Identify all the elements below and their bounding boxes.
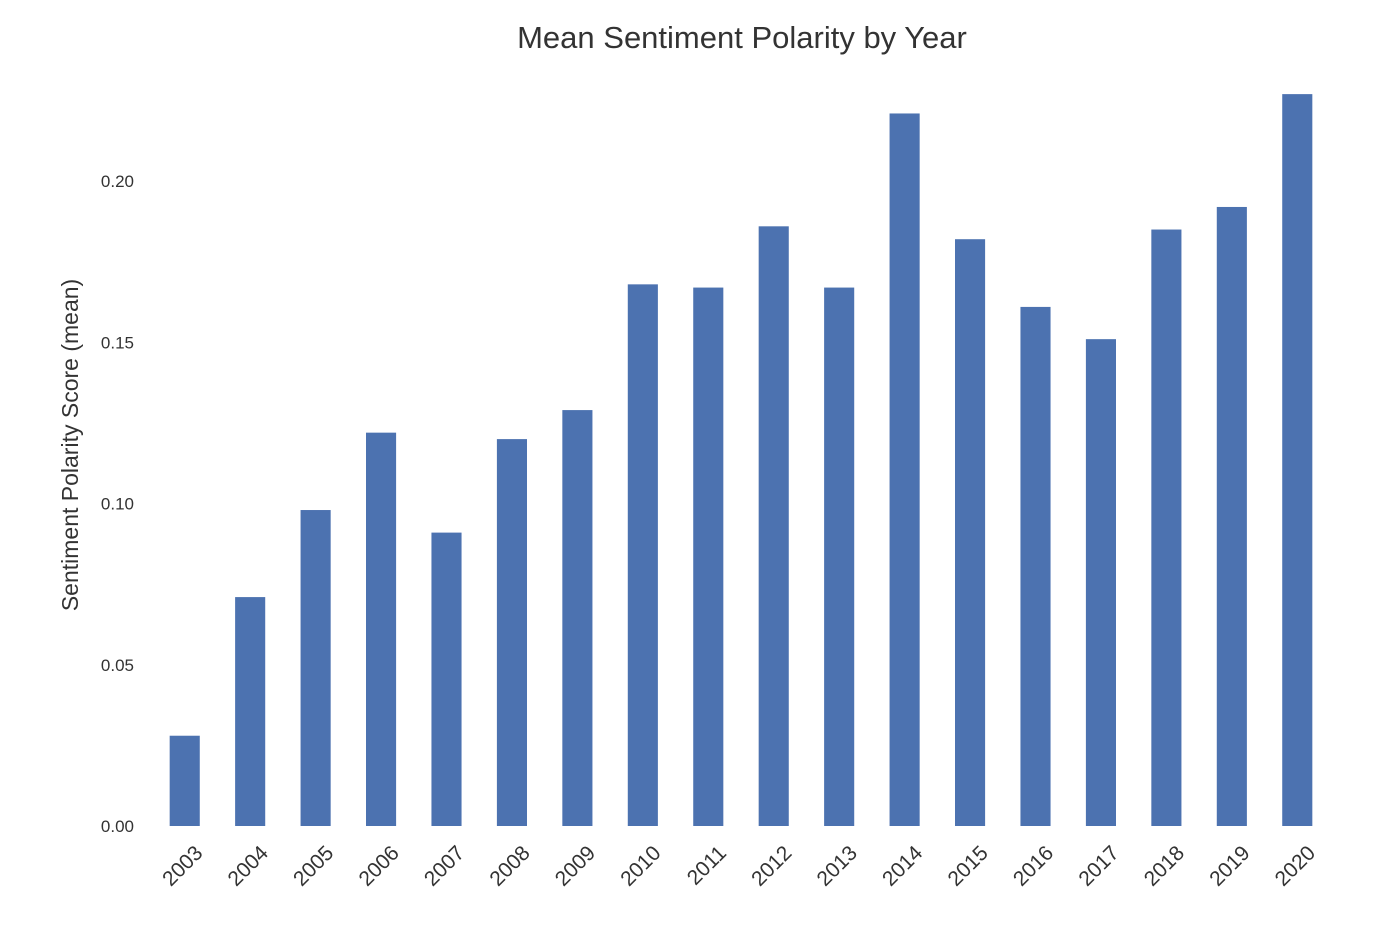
x-tick-label: 2005 <box>289 841 338 890</box>
bar-2013 <box>824 287 855 826</box>
bars <box>169 94 1313 827</box>
bar-2010 <box>627 284 658 826</box>
bar-2007 <box>431 532 462 826</box>
bar-2017 <box>1085 339 1116 826</box>
y-tick-label: 0.20 <box>101 172 134 191</box>
x-tick-label: 2014 <box>878 841 928 891</box>
bar-2003 <box>169 735 200 826</box>
x-tick-label: 2017 <box>1074 841 1123 890</box>
bar-2011 <box>693 287 724 826</box>
bar-2008 <box>496 439 527 826</box>
x-tick-label: 2011 <box>683 841 731 889</box>
x-tick-label: 2008 <box>485 841 534 890</box>
bar-2004 <box>235 597 266 826</box>
x-tick-label: 2009 <box>551 841 600 890</box>
bar-2009 <box>562 410 593 826</box>
bar-2006 <box>366 432 397 826</box>
x-tick-label: 2018 <box>1140 841 1189 890</box>
x-tick-label: 2013 <box>813 841 862 890</box>
x-tick-label: 2019 <box>1205 841 1254 890</box>
chart-title: Mean Sentiment Polarity by Year <box>517 20 967 55</box>
x-tick-label: 2016 <box>1009 841 1058 890</box>
x-tick-label: 2007 <box>420 841 469 890</box>
bar-2016 <box>1020 306 1051 826</box>
x-tick-label: 2020 <box>1271 841 1320 890</box>
y-tick-label: 0.10 <box>101 495 134 514</box>
bar-2019 <box>1216 206 1247 826</box>
x-tick-label: 2006 <box>354 841 403 890</box>
bar-2012 <box>758 226 789 826</box>
x-tick-label: 2004 <box>224 841 274 891</box>
bar-2020 <box>1282 94 1313 827</box>
y-tick-label: 0.00 <box>101 817 134 836</box>
bar-2014 <box>889 113 920 826</box>
y-tick-label: 0.15 <box>101 333 134 352</box>
x-tick-label: 2003 <box>158 841 207 890</box>
x-tick-label: 2015 <box>943 841 992 890</box>
bar-2005 <box>300 510 331 826</box>
bar-2018 <box>1151 229 1182 826</box>
x-axis-ticks: 2003 2004 2005 2006 2007 2008 2009 2010 2011 2012… <box>158 841 1320 891</box>
y-tick-label: 0.05 <box>101 656 134 675</box>
y-axis-label: Sentiment Polarity Score (mean) <box>57 279 83 611</box>
x-tick-label: 2012 <box>747 841 796 890</box>
y-axis-ticks: 0.00 0.05 0.10 0.15 0.20 <box>101 172 134 836</box>
bar-2015 <box>955 239 986 826</box>
x-tick-label: 2010 <box>616 841 665 890</box>
